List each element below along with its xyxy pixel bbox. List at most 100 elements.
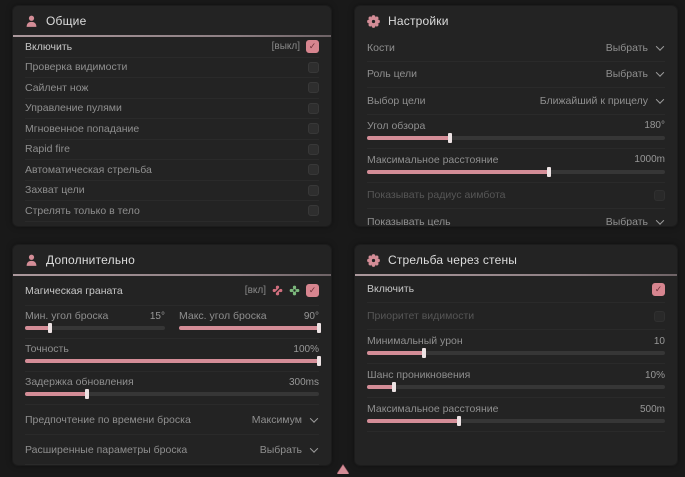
row-label: Стрелять только в тело (25, 204, 140, 217)
max-throw-angle-slider[interactable] (179, 323, 321, 333)
min-throw-angle: Мин. угол броска 15° (25, 310, 165, 333)
row-label: Максимальное расстояние (367, 403, 499, 415)
target-role-select[interactable]: Выбрать (606, 68, 665, 80)
bullet-control-checkbox[interactable]: ✓ (308, 102, 319, 114)
row-silent-knife: Сайлент нож ✓ (25, 78, 319, 99)
advanced-throw-params-select[interactable]: Выбрать (260, 444, 319, 456)
select-value: Ближайший к прицелу (539, 94, 648, 107)
select-value: Выбрать (605, 41, 648, 54)
update-delay-slider[interactable] (25, 389, 319, 399)
gear-icon (367, 253, 380, 267)
enable-checkbox[interactable]: ✓ (652, 282, 665, 296)
slider-value: 15° (149, 310, 165, 322)
panel-title: Общие (46, 14, 87, 28)
rapid-fire-checkbox[interactable]: ✓ (308, 143, 319, 155)
min-throw-angle-slider[interactable] (25, 323, 165, 333)
row-label: Минимальный урон (367, 335, 463, 347)
magic-grenade-checkbox[interactable]: ✓ (306, 284, 319, 297)
auto-fire-checkbox[interactable]: ✓ (308, 164, 319, 176)
row-max-distance: Максимальное расстояние 500m (367, 398, 665, 432)
instant-hit-checkbox[interactable]: ✓ (308, 123, 319, 135)
row-label: Кости (367, 41, 395, 54)
row-label: Максимальное расстояние (367, 153, 499, 166)
row-label: Выбор цели (367, 94, 426, 107)
row-enable: Включить ✓ (367, 276, 665, 303)
row-label: Rapid fire (25, 143, 70, 156)
slider-thumb[interactable] (457, 416, 462, 426)
chevron-down-icon (655, 95, 665, 104)
row-label: Роль цели (367, 68, 418, 81)
select-value: Выбрать (259, 443, 302, 456)
flower-check-icon[interactable] (289, 285, 300, 296)
row-magic-grenade: Магическая граната [вкл] ✓ (25, 276, 319, 306)
panel-additional-header: Дополнительно (13, 245, 331, 274)
max-distance-slider[interactable] (367, 166, 665, 177)
slider-thumb[interactable] (48, 323, 53, 333)
row-label: Управление пулями (25, 102, 122, 115)
row-label: Включить (367, 283, 415, 295)
slider-value: 10 (653, 335, 665, 347)
row-enable: Включить [выкл] ✓ (25, 37, 319, 58)
penetration-chance-slider[interactable] (367, 382, 665, 392)
slider-value: 300ms (288, 376, 319, 388)
slider-thumb[interactable] (317, 356, 321, 366)
row-visibility-check: Проверка видимости ✓ (25, 58, 319, 78)
row-target-role: Роль цели Выбрать (367, 62, 665, 88)
row-fov: Угол обзора 180° (367, 115, 665, 149)
slider-thumb[interactable] (84, 389, 89, 399)
throw-time-preference-select[interactable]: Максимум (252, 414, 319, 426)
row-throw-time-preference: Предпочтение по времени броска Максимум (25, 405, 319, 435)
row-show-aimbot-radius: Показывать радиус аимбота ✓ (367, 183, 665, 209)
row-accuracy: Точность 100% (25, 339, 321, 372)
slider-thumb[interactable] (317, 323, 321, 333)
silent-knife-checkbox[interactable]: ✓ (308, 82, 319, 94)
hotkey-label: [вкл] (244, 285, 266, 296)
slider-value: 1000m (634, 154, 665, 165)
fov-slider[interactable] (367, 132, 665, 143)
empty-space (367, 432, 665, 465)
body-only-checkbox[interactable]: ✓ (308, 205, 319, 217)
row-bullet-control: Управление пулями ✓ (25, 99, 319, 119)
chevron-down-icon (655, 42, 665, 51)
select-value: Выбрать (605, 215, 648, 227)
slider-thumb[interactable] (546, 166, 551, 177)
row-label: Предпочтение по времени броска (25, 413, 191, 426)
row-target-lock: Захват цели ✓ (25, 181, 319, 201)
row-label: Точность (25, 343, 69, 355)
row-body-only: Стрелять только в тело ✓ (25, 201, 319, 222)
visibility-check-checkbox[interactable]: ✓ (308, 61, 319, 73)
enable-checkbox[interactable]: ✓ (306, 40, 319, 54)
row-label: Сайлент нож (25, 81, 89, 94)
row-label: Мгновенное попадание (25, 122, 140, 135)
header-divider (13, 274, 331, 276)
wall-max-distance-slider[interactable] (367, 416, 665, 426)
accuracy-slider[interactable] (25, 356, 321, 366)
row-label: Захват цели (25, 184, 85, 197)
slider-thumb[interactable] (391, 382, 396, 392)
row-label: Шанс проникновения (367, 369, 471, 381)
row-min-damage: Минимальный урон 10 (367, 330, 665, 364)
row-label: Показывать цель (367, 215, 451, 227)
chevron-down-icon (655, 68, 665, 78)
row-label: Показывать радиус аимбота (367, 189, 506, 202)
bones-select[interactable]: Выбрать (606, 42, 665, 54)
select-value: Выбрать (605, 68, 648, 81)
row-auto-fire: Автоматическая стрельба ✓ (25, 160, 319, 181)
target-selection-select[interactable]: Ближайший к прицелу (540, 95, 665, 107)
slider-value: 100% (293, 343, 319, 355)
row-bones: Кости Выбрать (367, 35, 665, 62)
row-visibility-priority: Приоритет видимости ✓ (367, 303, 665, 330)
flower-slash-icon[interactable] (272, 285, 283, 296)
min-damage-slider[interactable] (367, 348, 665, 358)
target-lock-checkbox[interactable]: ✓ (308, 184, 319, 196)
show-target-select[interactable]: Выбрать (605, 215, 665, 227)
slider-thumb[interactable] (421, 348, 426, 358)
person-icon (26, 15, 37, 27)
slider-value: 10% (644, 369, 665, 381)
show-aimbot-radius-checkbox[interactable]: ✓ (654, 189, 665, 201)
visibility-priority-checkbox[interactable]: ✓ (654, 310, 665, 322)
cursor-triangle-icon (337, 465, 349, 474)
slider-value: 500m (639, 403, 665, 415)
slider-thumb[interactable] (448, 132, 453, 143)
row-rapid-fire: Rapid fire ✓ (25, 140, 319, 160)
